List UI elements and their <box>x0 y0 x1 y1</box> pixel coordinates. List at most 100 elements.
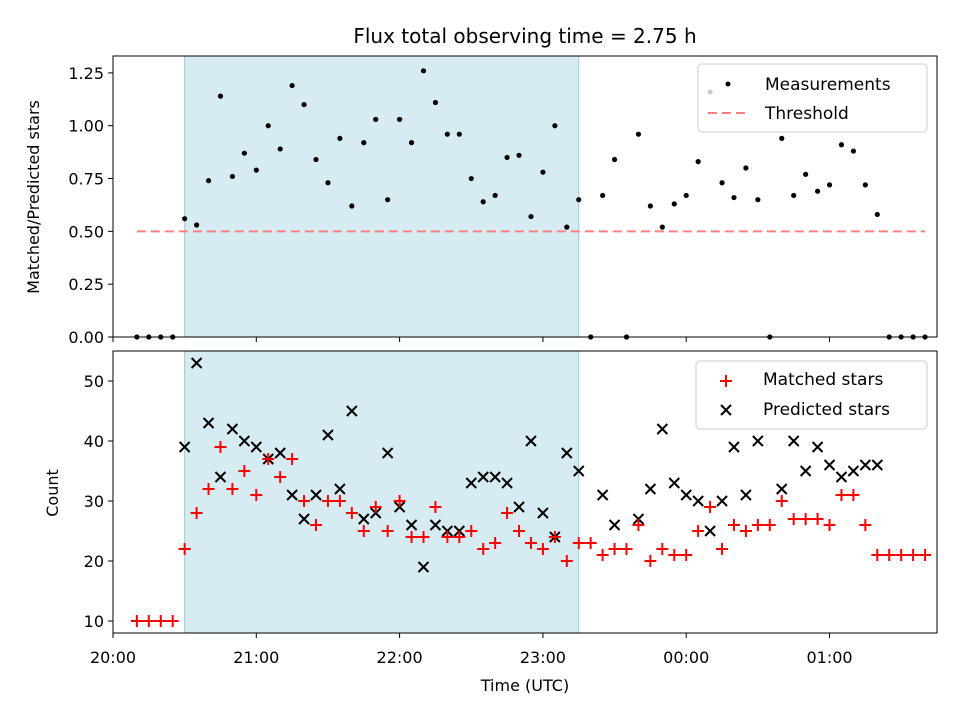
predicted-star-point <box>871 459 883 471</box>
measurement-point <box>647 203 653 209</box>
legend-plus-icon <box>720 375 732 387</box>
predicted-star-point <box>573 465 585 477</box>
predicted-star-point <box>429 519 442 531</box>
measurement-point <box>743 165 749 171</box>
measurement-point <box>755 197 761 203</box>
measurement-point <box>528 213 534 220</box>
measurement-point <box>492 192 498 199</box>
matched-star-point <box>178 543 191 555</box>
x-tick-label: 22:00 <box>377 648 423 667</box>
bottom-y-tick-label: 40 <box>84 432 104 451</box>
top-highlight-span <box>184 55 580 338</box>
matched-star-point <box>799 513 812 525</box>
predicted-star-point <box>381 447 394 459</box>
predicted-star-point <box>835 471 848 483</box>
measurement-point <box>635 131 642 137</box>
top-y-tick-label: 0.25 <box>68 275 104 294</box>
top-legend: Measurements Threshold <box>697 63 928 133</box>
predicted-star-point <box>561 447 573 459</box>
measurement-point <box>516 152 522 158</box>
bottom-y-tick-label: 20 <box>84 552 104 571</box>
matched-star-point <box>680 549 693 561</box>
matched-star-point <box>453 531 466 543</box>
star-count-panel: 10 20 30 40 50 20:00 21:00 22:00 23:00 00:00 01:0… <box>43 350 938 695</box>
matched-star-point <box>286 453 299 465</box>
bottom-y-tick-label: 50 <box>84 372 104 391</box>
matched-star-points <box>130 441 932 627</box>
measurement-point <box>205 178 212 184</box>
predicted-star-point <box>417 561 430 573</box>
matched-star-point <box>357 525 370 537</box>
matched-star-point <box>417 531 430 543</box>
predicted-star-point <box>811 441 824 453</box>
predicted-star-point <box>644 483 657 495</box>
matched-star-point <box>310 519 323 531</box>
predicted-star-point <box>310 489 322 501</box>
measurement-point <box>373 116 379 122</box>
matched-star-point <box>548 531 561 543</box>
measurement-point <box>385 197 391 203</box>
measurement-point <box>301 101 307 108</box>
predicted-star-point <box>752 435 764 447</box>
measurement-point <box>182 216 188 222</box>
matched-star-point <box>847 489 860 501</box>
predicted-star-point <box>202 417 215 429</box>
matched-star-point <box>596 549 609 561</box>
measurement-point <box>456 131 462 137</box>
predicted-star-point <box>358 513 370 525</box>
predicted-star-point <box>286 489 298 501</box>
x-tick-label: 21:00 <box>233 648 279 667</box>
predicted-star-point <box>298 513 310 525</box>
measurement-point <box>779 135 785 141</box>
matched-star-point <box>907 549 920 561</box>
predicted-star-point <box>692 495 704 507</box>
measurement-point <box>814 188 821 194</box>
flux-ratio-panel: 0.00 0.25 0.50 0.75 1.00 1.25 Flux total obse… <box>24 24 938 347</box>
measurement-point <box>361 140 367 146</box>
matched-star-point <box>429 501 442 513</box>
legend-label-measurements: Measurements <box>765 75 891 95</box>
measurement-point <box>564 224 570 230</box>
measurement-point <box>659 224 665 230</box>
matched-star-point <box>274 471 287 483</box>
matched-star-point <box>608 543 621 555</box>
measurement-point <box>695 159 701 165</box>
matched-star-point <box>859 519 872 531</box>
matched-star-point <box>441 531 454 543</box>
predicted-star-point <box>787 435 800 447</box>
matched-star-point <box>727 519 740 531</box>
measurement-point <box>337 135 343 141</box>
predicted-star-point <box>859 459 872 471</box>
predicted-star-point <box>274 447 286 459</box>
measurement-point <box>540 169 546 175</box>
matched-star-point <box>250 489 263 501</box>
measurement-point <box>874 211 880 218</box>
measurement-point <box>289 82 295 89</box>
top-axes-frame <box>112 55 938 338</box>
bottom-y-tick-label: 10 <box>84 612 104 631</box>
matched-star-point <box>835 489 848 501</box>
measurement-point <box>444 131 450 137</box>
matched-star-point <box>787 513 800 525</box>
top-y-tick-label: 0.00 <box>68 328 104 347</box>
predicted-star-point <box>596 489 609 501</box>
bottom-y-ticks: 10 20 30 40 50 <box>84 372 113 631</box>
bottom-y-axis-label: Count <box>43 469 62 517</box>
matched-star-point <box>226 483 239 495</box>
measurement-point <box>850 148 857 154</box>
measurement-point <box>241 150 247 156</box>
matched-star-point <box>692 525 705 537</box>
measurement-point <box>432 99 439 106</box>
matched-star-point <box>739 525 752 537</box>
measurement-point <box>791 192 797 199</box>
predicted-star-point <box>847 465 860 477</box>
measurement-point <box>325 180 331 186</box>
bottom-axes-frame <box>112 350 938 634</box>
legend-label-matched: Matched stars <box>763 370 883 390</box>
matched-star-point <box>811 513 824 525</box>
predicted-star-point <box>346 405 358 417</box>
predicted-star-point <box>525 435 537 447</box>
predicted-star-point <box>178 441 191 453</box>
predicted-star-point <box>405 519 418 531</box>
measurement-point <box>229 173 236 180</box>
